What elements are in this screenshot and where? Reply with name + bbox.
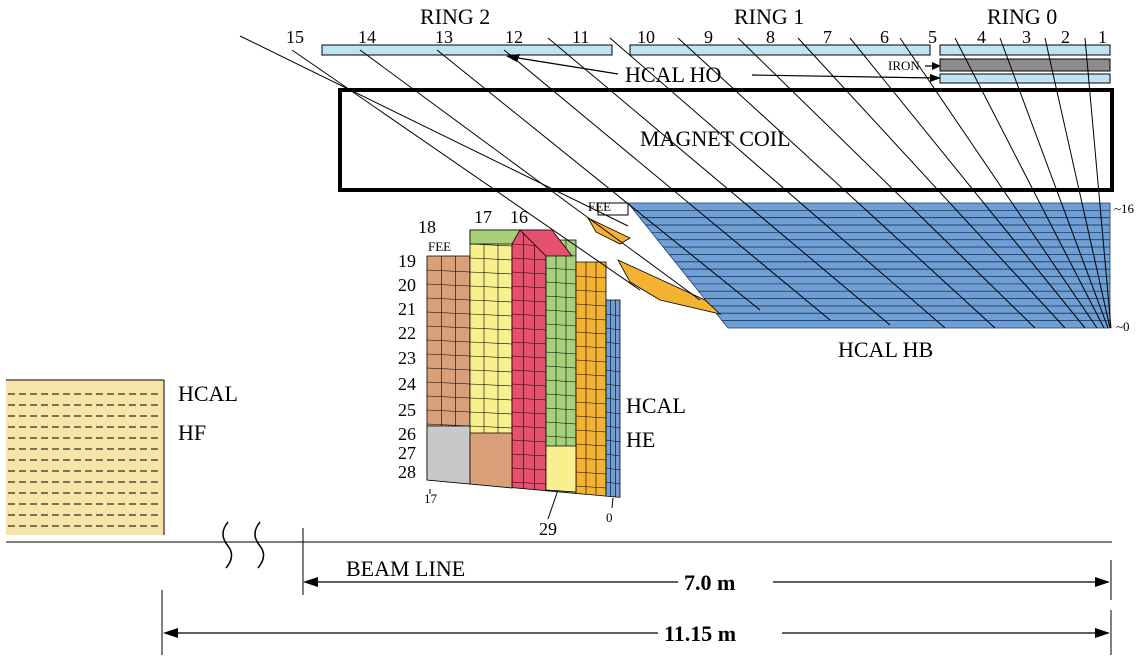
tower-number: 15 xyxy=(286,27,304,47)
hf-label-line2: HF xyxy=(178,420,206,445)
ho-arrow-right xyxy=(751,74,936,79)
tower-number: 5 xyxy=(928,27,937,47)
ho-label: HCAL HO xyxy=(625,62,721,87)
hb-layer xyxy=(715,312,1111,322)
he-side-number: 28 xyxy=(398,462,416,482)
dimension-11m-label: 11.15 m xyxy=(664,621,736,646)
tower-number: 14 xyxy=(358,27,376,47)
ring0-tile-top xyxy=(939,44,1111,56)
he-side-numbers: 19 20 21 22 23 24 25 26 27 28 xyxy=(398,251,416,482)
he-side-number: 27 xyxy=(398,443,416,463)
he-side-number: 23 xyxy=(398,348,416,368)
hb-fee-label: FEE xyxy=(588,199,611,214)
tower-number: 3 xyxy=(1022,27,1031,47)
iron-arrowhead xyxy=(932,62,941,70)
he-yellow-cells xyxy=(545,445,577,493)
hb-layer xyxy=(680,268,1111,277)
tower-number: 13 xyxy=(435,27,453,47)
hb-layer xyxy=(703,298,1111,307)
hb-barrel xyxy=(587,202,1111,329)
he-top-cell xyxy=(469,229,521,245)
ring2-label: RING 2 xyxy=(420,4,490,29)
hb-depth-top: ~16 xyxy=(1114,201,1135,216)
ring0-label: RING 0 xyxy=(987,4,1057,29)
hf-block xyxy=(6,379,165,535)
he-side-number: 21 xyxy=(398,299,416,319)
hb-orange-wedge xyxy=(587,217,631,245)
he-bottom-mid: 29 xyxy=(539,519,557,539)
ho-rings xyxy=(321,44,1111,84)
dimension-11m xyxy=(161,590,1112,655)
tower-number: 7 xyxy=(823,27,832,47)
he-side-number: 24 xyxy=(398,374,416,394)
dimension-7m-label: 7.0 m xyxy=(684,570,735,595)
tower-number: 1 xyxy=(1098,27,1107,47)
hb-layer xyxy=(650,232,1111,241)
tower-numbers-top: 15 14 13 12 11 10 9 8 7 6 5 4 3 2 1 xyxy=(286,27,1107,47)
hb-layer xyxy=(721,320,1111,329)
tower-number: 8 xyxy=(766,27,775,47)
hb-layer xyxy=(674,261,1111,270)
he-side-number: 22 xyxy=(398,323,416,343)
hb-fee-box xyxy=(597,202,629,216)
hb-layer xyxy=(627,202,1111,211)
magnet-coil xyxy=(338,88,1114,192)
eta-tower-lines xyxy=(239,35,1112,329)
he-endcap xyxy=(425,229,621,498)
beam-line-label: BEAM LINE xyxy=(346,556,465,581)
he-top-number: 18 xyxy=(418,217,436,237)
he-fee-label: FEE xyxy=(428,239,451,254)
he-column xyxy=(575,261,607,497)
tower-number: 2 xyxy=(1061,27,1070,47)
he-side-number: 25 xyxy=(398,400,416,420)
ring2-tile xyxy=(321,44,613,56)
he-top-number: 17 xyxy=(474,207,492,227)
hb-depth-bottom: ~0 xyxy=(1116,319,1130,334)
break-symbol xyxy=(222,521,265,569)
dimension-7m xyxy=(303,560,1112,600)
ring1-tile xyxy=(629,44,931,56)
he-top-number: 16 xyxy=(510,207,528,227)
ho-arrowhead-right xyxy=(930,74,941,82)
hb-layer xyxy=(656,239,1111,248)
he-bottom-left: 17 xyxy=(424,491,438,506)
he-bottom-right: 0 xyxy=(606,510,613,525)
magnet-coil-label: MAGNET COIL xyxy=(640,126,791,151)
tower-number: 4 xyxy=(977,27,986,47)
hb-layer xyxy=(668,254,1111,263)
he-side-number: 26 xyxy=(398,424,416,444)
hf-label-line1: HCAL xyxy=(178,381,238,406)
tower-number: 6 xyxy=(880,27,889,47)
iron-label: IRON xyxy=(888,58,920,73)
he-side-number: 19 xyxy=(398,251,416,271)
tower-number: 9 xyxy=(704,27,713,47)
hb-label: HCAL HB xyxy=(838,337,933,362)
he-tan-cells xyxy=(469,432,513,489)
he-gray-cells xyxy=(426,425,471,485)
tower-number: 12 xyxy=(505,27,523,47)
tower-number: 11 xyxy=(572,27,589,47)
iron-block xyxy=(939,58,1111,72)
tower-number: 10 xyxy=(637,27,655,47)
ho-arrow-left xyxy=(511,56,619,75)
he-label-line2: HE xyxy=(626,427,655,452)
hb-layer xyxy=(644,224,1111,233)
he-fee-box xyxy=(425,240,463,253)
he-top-cell xyxy=(519,229,573,257)
he-side-number: 20 xyxy=(398,275,416,295)
he-column xyxy=(511,229,547,492)
ring0-tile-bottom xyxy=(939,73,1111,84)
he-label-line1: HCAL xyxy=(626,393,686,418)
ring1-label: RING 1 xyxy=(734,4,804,29)
